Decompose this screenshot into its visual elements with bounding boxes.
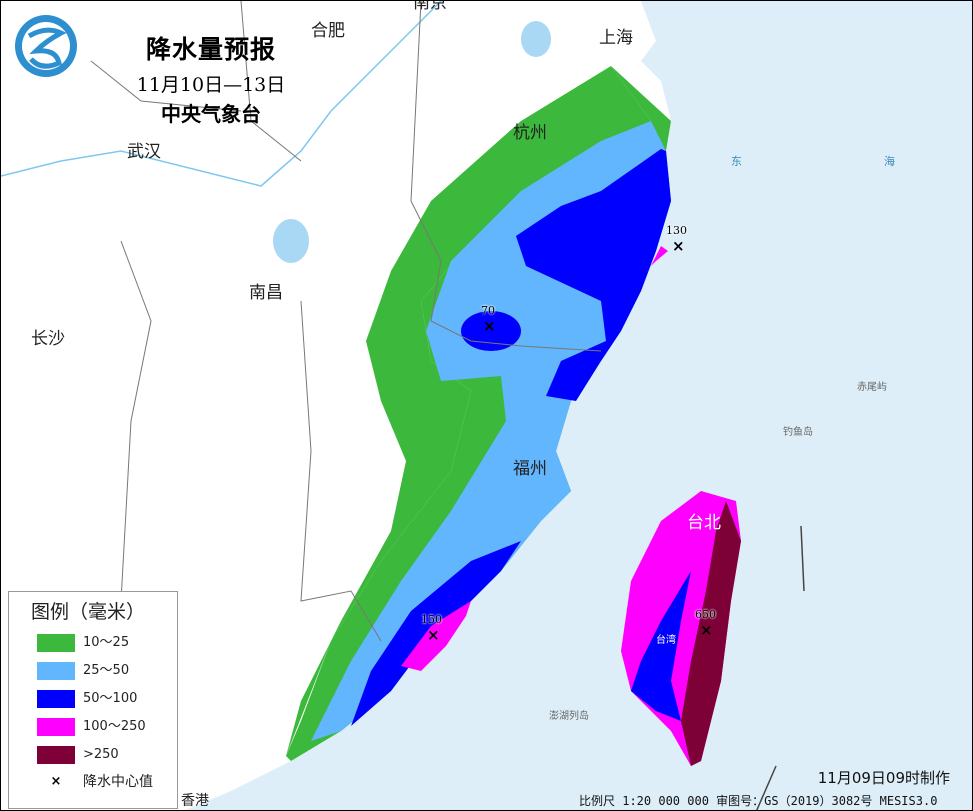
- city-nanjing: 南京: [413, 0, 447, 13]
- island-diaoyudao: 钓鱼岛: [783, 427, 813, 438]
- center-x-icon: ×: [427, 626, 440, 644]
- city-nanchang: 南昌: [249, 283, 283, 303]
- forecast-period: 11月10日—13日: [136, 74, 286, 96]
- sea-label-east: 东: [731, 155, 742, 168]
- center-value: 130: [666, 224, 687, 237]
- legend-swatch: [37, 662, 75, 680]
- issuer: 中央气象台: [161, 102, 261, 126]
- taiwan-50-100: [631, 571, 691, 721]
- center-x-icon: ×: [50, 774, 62, 789]
- legend-label: 25～50: [83, 663, 130, 678]
- center-x-icon: ×: [672, 237, 685, 255]
- center-value: 70: [481, 304, 495, 317]
- city-fuzhou: 福州: [513, 459, 547, 479]
- lake-taihu: [521, 21, 551, 57]
- legend-label: 降水中心值: [83, 774, 153, 790]
- city-hongkong: 香港: [181, 793, 209, 809]
- scale-info: 比例尺 1:20 000 000 审图号：GS（2019）3082号 MESIS…: [579, 794, 938, 808]
- boundary-line-2: [756, 765, 777, 810]
- legend-label: >250: [83, 747, 119, 762]
- legend-label: 100～250: [83, 719, 146, 734]
- boundary-line: [800, 525, 805, 592]
- label-taiwan: 台湾: [656, 635, 676, 646]
- legend-swatch: [37, 746, 75, 764]
- center-value: 650: [695, 608, 716, 621]
- legend-swatch: [37, 634, 75, 652]
- city-taipei: 台北: [687, 513, 721, 533]
- production-time: 11月09日09时制作: [817, 769, 950, 787]
- legend-label: 50～100: [83, 691, 138, 706]
- island-penghu: 澎湖列岛: [549, 711, 589, 722]
- center-x-icon: ×: [483, 317, 496, 335]
- legend-title: 图例（毫米）: [31, 601, 146, 623]
- legend: 图例（毫米） 10～25 25～50 50～100 100～250 >250 ×…: [8, 591, 178, 809]
- river-yangtze: [1, 1, 442, 187]
- sea-label-sea: 海: [884, 155, 895, 168]
- zone-10-25-outer: [286, 66, 651, 756]
- cma-logo: [15, 15, 77, 77]
- legend-swatch: [37, 718, 75, 736]
- city-wuhan: 武汉: [127, 142, 161, 162]
- center-value: 150: [421, 613, 442, 626]
- zone-100-250-b: [641, 246, 668, 276]
- center-x-icon: ×: [700, 621, 713, 639]
- zone-100-250: [401, 601, 471, 671]
- province-borders: [90, 1, 602, 642]
- legend-label: 10～25: [83, 635, 130, 650]
- lake-poyang: [273, 219, 309, 263]
- island-chiweiyu: 赤尾屿: [857, 382, 887, 393]
- legend-swatch: [37, 690, 75, 708]
- city-hangzhou: 杭州: [513, 123, 547, 143]
- zone-50-100: [516, 149, 671, 401]
- city-changsha: 长沙: [31, 329, 65, 349]
- city-hefei: 合肥: [311, 21, 345, 41]
- city-shanghai: 上海: [599, 28, 633, 48]
- taiwan-250: [681, 501, 741, 766]
- map-title: 降水量预报: [145, 35, 276, 64]
